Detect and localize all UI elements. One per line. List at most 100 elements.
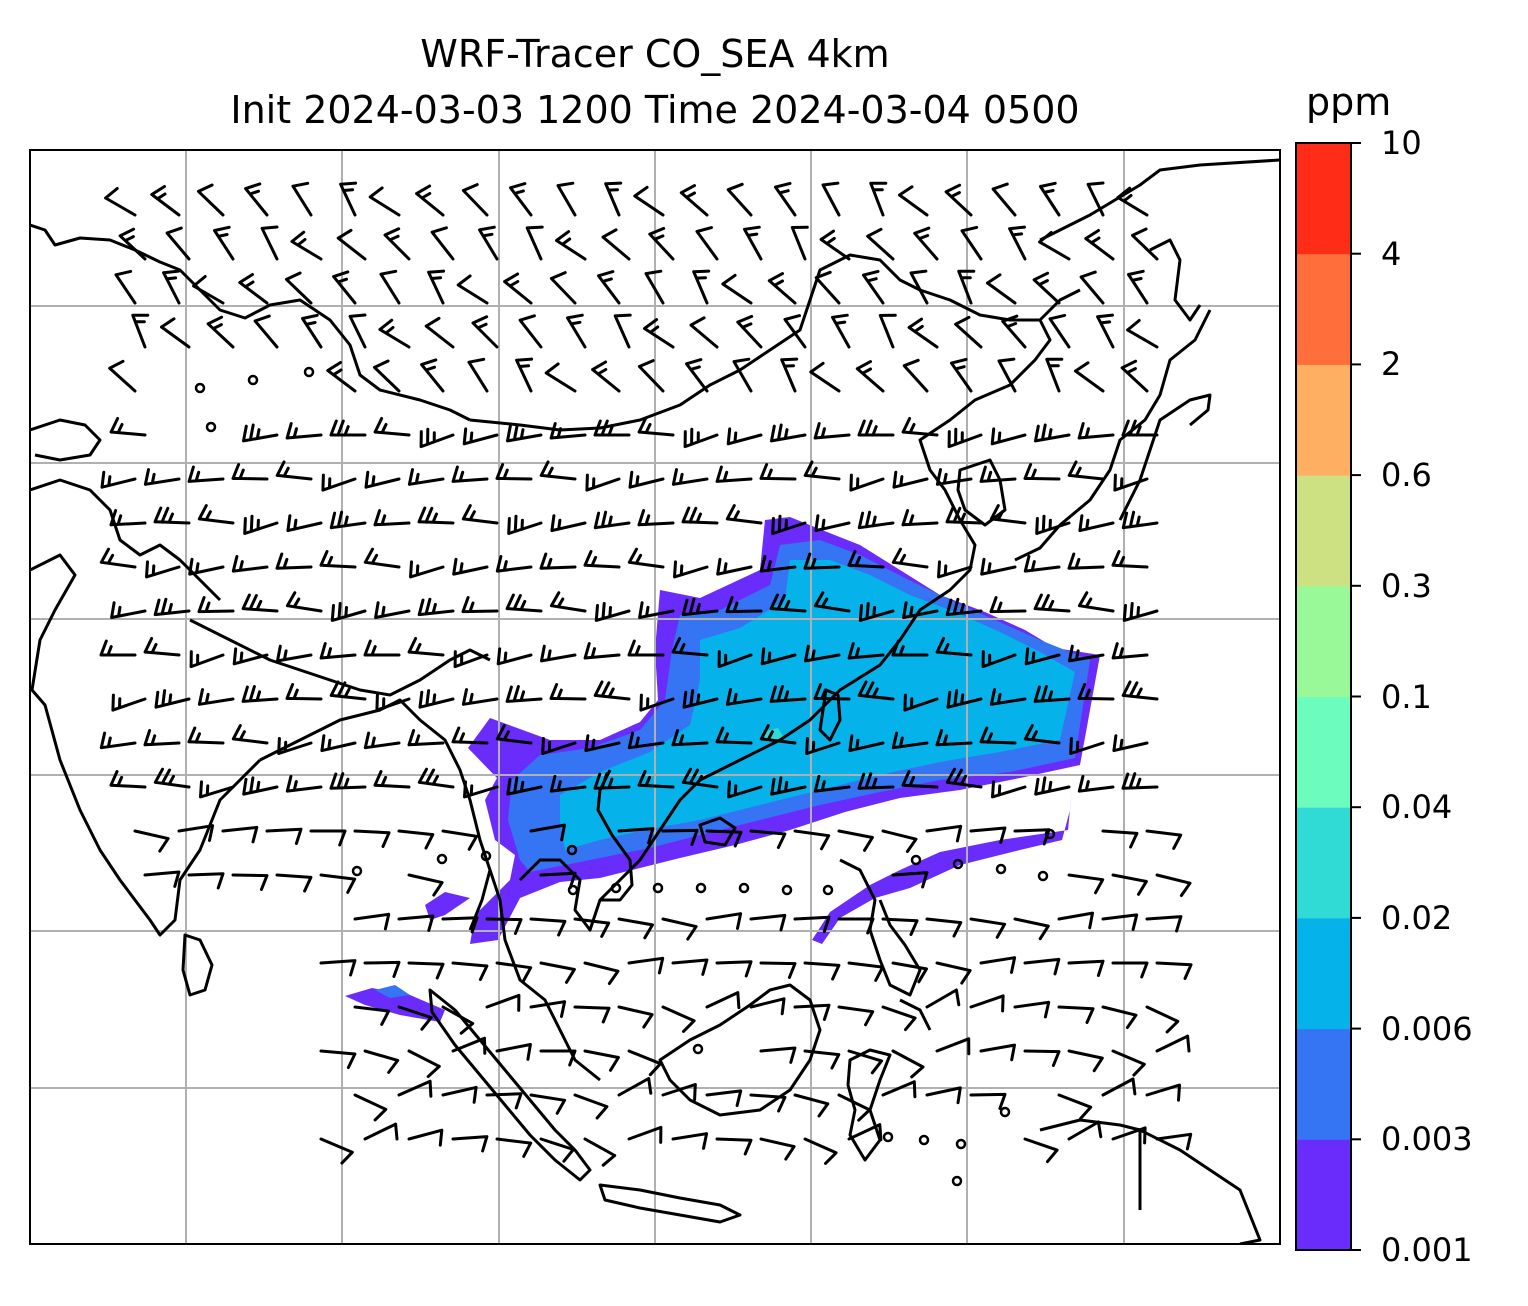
wind-barb xyxy=(221,825,259,844)
wind-barb xyxy=(1023,1049,1061,1067)
wind-barb xyxy=(1145,829,1183,850)
wind-barb xyxy=(705,912,743,930)
wind-barb xyxy=(617,827,655,845)
wind-barb xyxy=(430,226,455,261)
chart-title-line2: Init 2024-03-03 1200 Time 2024-03-04 050… xyxy=(230,88,1080,132)
wind-barb xyxy=(1024,647,1061,666)
wind-barb xyxy=(831,313,851,349)
wind-barb xyxy=(336,228,367,261)
wind-barb xyxy=(671,468,709,486)
wind-barb xyxy=(1057,1005,1095,1024)
wind-barb xyxy=(555,230,587,261)
wind-barb xyxy=(407,637,445,657)
wind-barb xyxy=(549,775,587,793)
wind-barb xyxy=(485,993,521,1012)
wind-barb xyxy=(679,184,709,217)
wind-barb xyxy=(945,767,983,789)
wind-barb xyxy=(1013,1000,1051,1019)
wind-barb xyxy=(242,776,279,796)
wind-barb xyxy=(1074,361,1105,393)
wind-barb xyxy=(529,823,566,842)
plume-sliver-west xyxy=(425,892,470,920)
wind-barb xyxy=(878,313,897,349)
wind-barb xyxy=(286,514,323,533)
wind-barb xyxy=(813,775,851,793)
wind-barb xyxy=(539,1049,577,1067)
wind-barb xyxy=(505,685,543,703)
wind-barb xyxy=(837,1093,872,1122)
wind-barb xyxy=(950,357,973,393)
wind-barb xyxy=(1112,734,1149,753)
wind-barb xyxy=(925,988,961,1009)
wind-barb xyxy=(503,272,533,305)
wind-barb xyxy=(461,688,499,706)
wind-barb xyxy=(353,1093,388,1122)
wind-barb xyxy=(1155,961,1193,980)
wind-barb xyxy=(1023,555,1061,573)
wind-barb xyxy=(759,463,797,481)
wind-barb xyxy=(461,183,489,217)
wind-barb xyxy=(803,552,841,570)
wind-barb xyxy=(935,468,973,486)
wind-barb xyxy=(903,693,939,712)
wind-barb xyxy=(518,314,543,349)
wind-barb xyxy=(925,1086,962,1105)
wind-barb xyxy=(238,273,269,305)
wind-barb xyxy=(661,917,698,941)
wind-barb-calm xyxy=(566,844,578,856)
wind-barb xyxy=(1078,514,1115,533)
wind-barb xyxy=(960,225,983,261)
wind-barb xyxy=(979,1043,1016,1062)
wind-barb xyxy=(945,506,983,525)
wind-barb xyxy=(275,552,313,570)
wind-barb xyxy=(715,960,753,978)
wind-barb xyxy=(847,550,885,569)
wind-barb xyxy=(637,417,675,437)
wind-barb xyxy=(276,644,313,663)
wind-barb xyxy=(969,1092,1007,1110)
wind-barb xyxy=(727,780,763,799)
wind-barb xyxy=(909,269,929,305)
colorbar-cell xyxy=(1296,143,1351,255)
wind-barb xyxy=(153,767,191,789)
wind-barb xyxy=(441,1085,478,1104)
coast-borneo xyxy=(658,983,822,1117)
wind-barb xyxy=(947,427,983,449)
wind-barb xyxy=(319,959,357,977)
wind-barb xyxy=(1067,959,1105,977)
wind-barb xyxy=(1101,1077,1137,1097)
wind-barb xyxy=(1035,514,1071,535)
chart-title-line1: WRF-Tracer CO_SEA 4km xyxy=(420,32,890,76)
wind-barb xyxy=(1067,460,1105,481)
wind-barb xyxy=(1101,829,1139,849)
wind-barb xyxy=(441,1005,475,1035)
wind-barb xyxy=(109,770,147,789)
wind-barb xyxy=(467,357,489,393)
wind-barb xyxy=(869,181,888,217)
wind-barb xyxy=(197,183,225,217)
wind-barb-calm xyxy=(205,421,217,433)
wind-barb xyxy=(805,737,841,755)
wind-barb xyxy=(301,313,323,349)
wind-barb xyxy=(539,552,577,570)
wind-barb xyxy=(573,917,611,938)
wind-barb xyxy=(726,182,753,217)
wind-barb xyxy=(1111,873,1148,896)
wind-barb xyxy=(1067,1120,1103,1141)
wind-barb xyxy=(326,361,357,393)
wind-barb xyxy=(290,230,323,261)
colorbar-tick-label: 0.003 xyxy=(1381,1120,1473,1159)
wind-barb xyxy=(628,470,665,489)
wind-barb xyxy=(1048,313,1071,349)
wind-barb xyxy=(320,734,357,753)
wind-barb xyxy=(495,1043,532,1061)
wind-barb xyxy=(986,273,1017,305)
wind-barb-calm xyxy=(822,884,834,896)
wind-barb xyxy=(907,317,939,349)
wind-barb xyxy=(1057,1093,1093,1120)
wind-barb xyxy=(451,1135,489,1153)
wind-barb xyxy=(1067,1049,1104,1073)
wind-barb xyxy=(637,359,665,393)
wind-barb xyxy=(857,772,895,790)
wind-barb-calm xyxy=(652,882,664,894)
